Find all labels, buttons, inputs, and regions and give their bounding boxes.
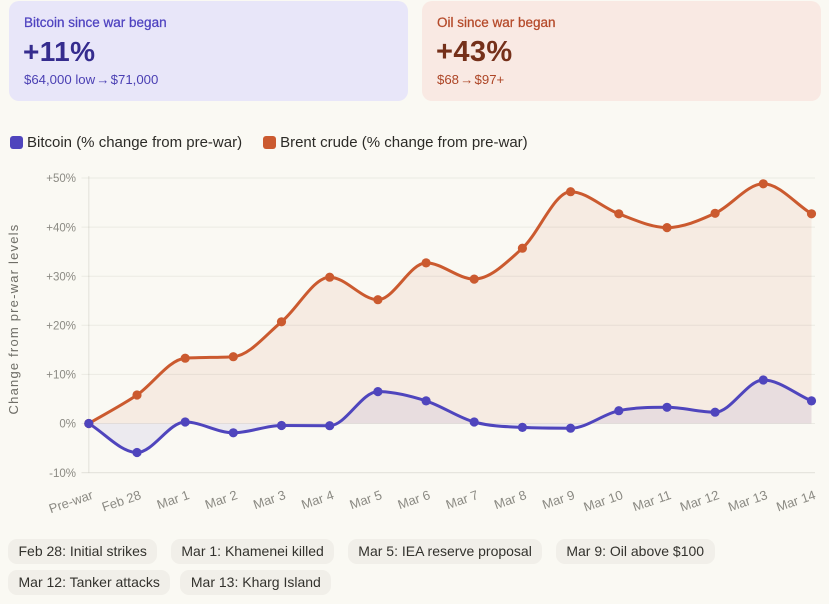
svg-text:Pre-war: Pre-war — [47, 487, 96, 516]
svg-text:Change from pre-war levels: Change from pre-war levels — [6, 224, 21, 415]
svg-text:Feb 28: Feb 28 — [100, 487, 143, 514]
svg-text:+50%: +50% — [46, 173, 76, 185]
svg-text:0%: 0% — [59, 419, 76, 431]
svg-text:Mar 5: Mar 5 — [348, 487, 384, 512]
svg-text:+30%: +30% — [46, 271, 76, 283]
svg-text:+10%: +10% — [46, 370, 76, 382]
svg-text:Mar 6: Mar 6 — [396, 487, 432, 512]
svg-text:Mar 4: Mar 4 — [299, 487, 335, 512]
svg-text:Mar 7: Mar 7 — [444, 487, 480, 512]
svg-text:Mar 1: Mar 1 — [155, 487, 191, 512]
svg-text:Mar 11: Mar 11 — [631, 487, 673, 514]
svg-text:+20%: +20% — [46, 321, 76, 333]
svg-text:Mar 8: Mar 8 — [492, 487, 528, 512]
svg-text:-10%: -10% — [49, 468, 76, 480]
svg-text:Mar 3: Mar 3 — [251, 487, 287, 512]
svg-text:Mar 14: Mar 14 — [774, 487, 817, 514]
svg-text:Mar 12: Mar 12 — [678, 487, 721, 514]
svg-text:Mar 10: Mar 10 — [582, 487, 625, 514]
svg-text:Mar 9: Mar 9 — [540, 487, 576, 512]
svg-text:Mar 13: Mar 13 — [726, 487, 769, 514]
svg-text:Mar 2: Mar 2 — [203, 487, 239, 512]
svg-text:+40%: +40% — [46, 222, 76, 234]
